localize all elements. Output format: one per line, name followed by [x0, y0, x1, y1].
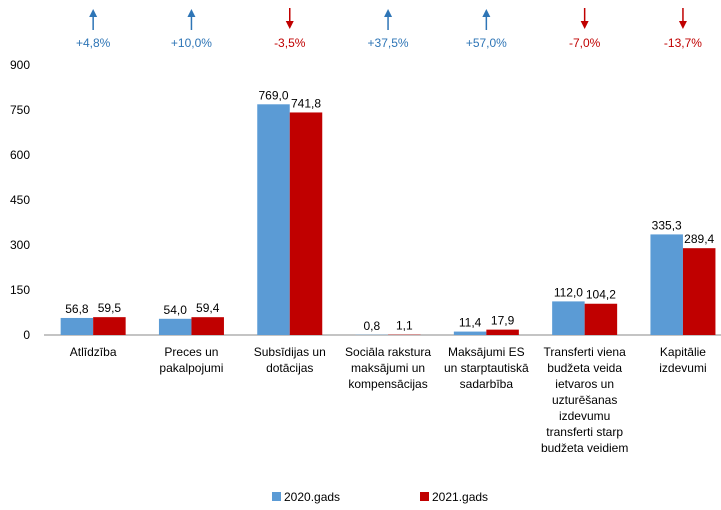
- bar: [289, 112, 323, 336]
- change-arrow-head: [89, 9, 98, 17]
- value-label: 741,8: [291, 96, 321, 110]
- value-label: 1,1: [396, 319, 413, 333]
- change-label: -3,5%: [274, 36, 306, 50]
- bar: [650, 234, 683, 335]
- change-label: -7,0%: [569, 36, 601, 50]
- change-label: -13,7%: [664, 36, 702, 50]
- change-arrow-head: [678, 21, 687, 29]
- x-tick-label: Sociāla rakstura maksājumi un kompensācija…: [345, 345, 431, 391]
- value-label: 0,8: [363, 319, 380, 333]
- change-arrow-head: [285, 21, 294, 29]
- bar: [552, 301, 585, 335]
- value-label: 769,0: [258, 88, 288, 102]
- change-arrow-head: [384, 9, 393, 17]
- bar: [191, 317, 224, 335]
- y-tick-label: 150: [10, 283, 30, 297]
- change-label: +4,8%: [76, 36, 111, 50]
- legend-label: 2021.gads: [432, 490, 488, 504]
- change-arrow-head: [482, 9, 491, 17]
- bar: [584, 303, 618, 335]
- value-label: 104,2: [586, 288, 616, 302]
- y-tick-label: 0: [23, 328, 30, 342]
- change-label: +37,5%: [368, 36, 409, 50]
- bar: [486, 329, 519, 335]
- legend-label: 2020.gads: [284, 490, 340, 504]
- legend-swatch: [420, 492, 429, 501]
- x-tick-label: Preces un pakalpojumi: [159, 345, 223, 375]
- bar: [60, 317, 94, 335]
- value-label: 59,5: [98, 301, 122, 315]
- y-tick-label: 600: [10, 148, 30, 162]
- value-label: 54,0: [164, 303, 188, 317]
- y-tick-label: 450: [10, 193, 30, 207]
- x-tick-label: Atlīdzība: [70, 345, 117, 359]
- value-label: 56,8: [65, 302, 89, 316]
- bar: [158, 318, 192, 335]
- bar: [453, 331, 487, 335]
- x-tick-label: Kapitālie izdevumi: [659, 345, 706, 375]
- value-label: 17,9: [491, 314, 515, 328]
- y-tick-label: 900: [10, 58, 30, 72]
- change-arrow-head: [580, 21, 589, 29]
- value-label: 59,4: [196, 301, 220, 315]
- y-tick-label: 750: [10, 103, 30, 117]
- change-label: +10,0%: [171, 36, 212, 50]
- x-tick-label: Transferti viena budžeta veida ietvaros un…: [541, 345, 628, 455]
- bar: [93, 317, 126, 335]
- bar: [682, 248, 716, 335]
- change-arrow-head: [187, 9, 196, 17]
- value-label: 289,4: [684, 232, 714, 246]
- value-label: 112,0: [554, 285, 583, 299]
- x-tick-label: Subsīdijas un dotācijas: [254, 345, 326, 375]
- x-tick-label: Maksājumi ES un starptautiskā sadarbība: [444, 345, 529, 391]
- value-label: 11,4: [459, 316, 482, 330]
- value-label: 335,3: [652, 218, 682, 232]
- bar: [257, 104, 290, 335]
- y-tick-label: 300: [10, 238, 30, 252]
- legend-swatch: [272, 492, 281, 501]
- change-label: +57,0%: [466, 36, 507, 50]
